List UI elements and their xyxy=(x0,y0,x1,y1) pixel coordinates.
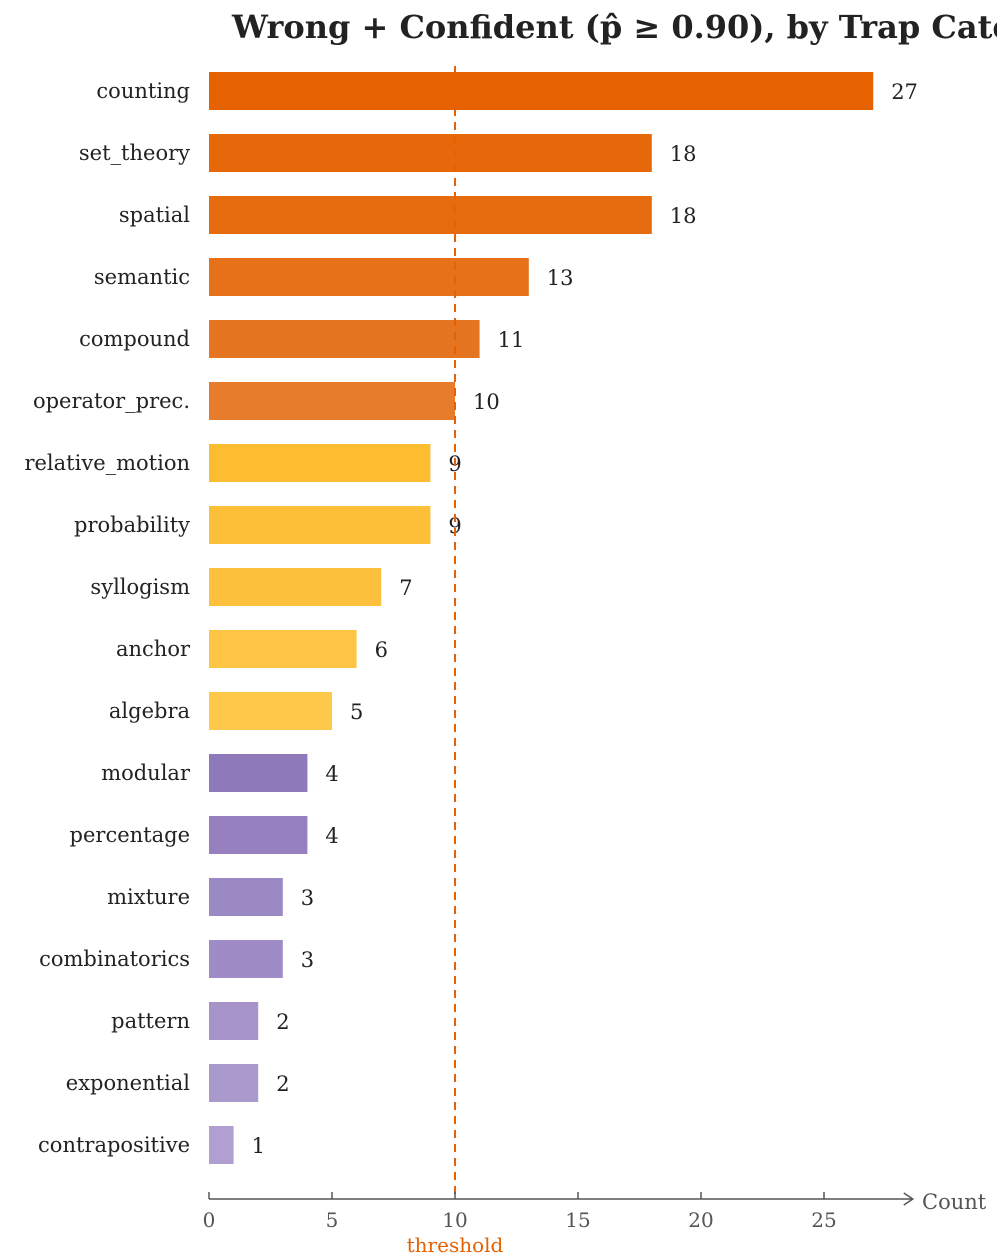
value-label-syllogism: 7 xyxy=(399,576,412,600)
category-label-algebra: algebra xyxy=(109,699,190,723)
value-label-percentage: 4 xyxy=(325,824,338,848)
bar-algebra xyxy=(209,692,332,730)
value-label-anchor: 6 xyxy=(375,638,388,662)
bar-anchor xyxy=(209,630,357,668)
value-label-exponential: 2 xyxy=(276,1072,289,1096)
category-label-relative-motion: relative_motion xyxy=(24,451,190,475)
x-tick-label-0: 0 xyxy=(203,1208,216,1232)
x-tick-label-5: 5 xyxy=(326,1208,339,1232)
value-label-probability: 9 xyxy=(448,514,461,538)
x-tick-label-25: 25 xyxy=(811,1208,836,1232)
x-axis xyxy=(209,1192,915,1206)
x-ticks: 0 5 10 15 20 25 xyxy=(203,1192,837,1232)
bar-counting xyxy=(209,72,874,110)
category-label-combinatorics: combinatorics xyxy=(39,947,190,971)
bar-contrapositive xyxy=(209,1126,234,1164)
bar-exponential xyxy=(209,1064,259,1102)
bar-pattern xyxy=(209,1002,259,1040)
bar-syllogism xyxy=(209,568,382,606)
category-label-exponential: exponential xyxy=(66,1071,191,1095)
bar-operator-prec xyxy=(209,382,455,420)
value-label-modular: 4 xyxy=(325,762,338,786)
category-label-probability: probability xyxy=(74,513,190,537)
category-label-modular: modular xyxy=(101,761,191,785)
value-label-mixture: 3 xyxy=(301,886,314,910)
value-labels: 271818131110997654433221 xyxy=(252,80,918,1158)
x-tick-label-20: 20 xyxy=(688,1208,713,1232)
category-label-spatial: spatial xyxy=(119,203,190,227)
bar-set-theory xyxy=(209,134,652,172)
bar-percentage xyxy=(209,816,308,854)
threshold-label: threshold xyxy=(407,1233,504,1257)
bar-modular xyxy=(209,754,308,792)
bar-spatial xyxy=(209,196,652,234)
value-label-counting: 27 xyxy=(891,80,918,104)
bar-relative-motion xyxy=(209,444,431,482)
value-label-algebra: 5 xyxy=(350,700,363,724)
x-tick-label-15: 15 xyxy=(565,1208,590,1232)
bar-probability xyxy=(209,506,431,544)
category-label-syllogism: syllogism xyxy=(90,575,190,599)
bars xyxy=(209,72,874,1164)
x-axis-title: Count xyxy=(922,1190,987,1214)
value-label-operator-prec: 10 xyxy=(473,390,500,414)
value-label-compound: 11 xyxy=(498,328,525,352)
value-label-combinatorics: 3 xyxy=(301,948,314,972)
bar-mixture xyxy=(209,878,283,916)
chart-title: Wrong + Confident (p̂ ≥ 0.90), by Trap C… xyxy=(231,8,997,46)
x-tick-label-10: 10 xyxy=(442,1208,467,1232)
value-label-set-theory: 18 xyxy=(670,142,697,166)
value-label-semantic: 13 xyxy=(547,266,574,290)
bar-combinatorics xyxy=(209,940,283,978)
x-axis-arrow xyxy=(903,1192,915,1206)
category-label-anchor: anchor xyxy=(116,637,191,661)
category-label-semantic: semantic xyxy=(94,265,190,289)
category-label-counting: counting xyxy=(96,79,190,103)
value-label-spatial: 18 xyxy=(670,204,697,228)
category-label-set-theory: set_theory xyxy=(79,141,190,165)
category-label-mixture: mixture xyxy=(107,885,190,909)
value-label-pattern: 2 xyxy=(276,1010,289,1034)
category-label-compound: compound xyxy=(79,327,190,351)
category-label-percentage: percentage xyxy=(70,823,190,847)
bar-compound xyxy=(209,320,480,358)
value-label-contrapositive: 1 xyxy=(252,1134,265,1158)
category-label-operator-prec: operator_prec. xyxy=(33,389,190,413)
bar-semantic xyxy=(209,258,529,296)
category-label-pattern: pattern xyxy=(111,1009,190,1033)
category-label-contrapositive: contrapositive xyxy=(38,1133,190,1157)
